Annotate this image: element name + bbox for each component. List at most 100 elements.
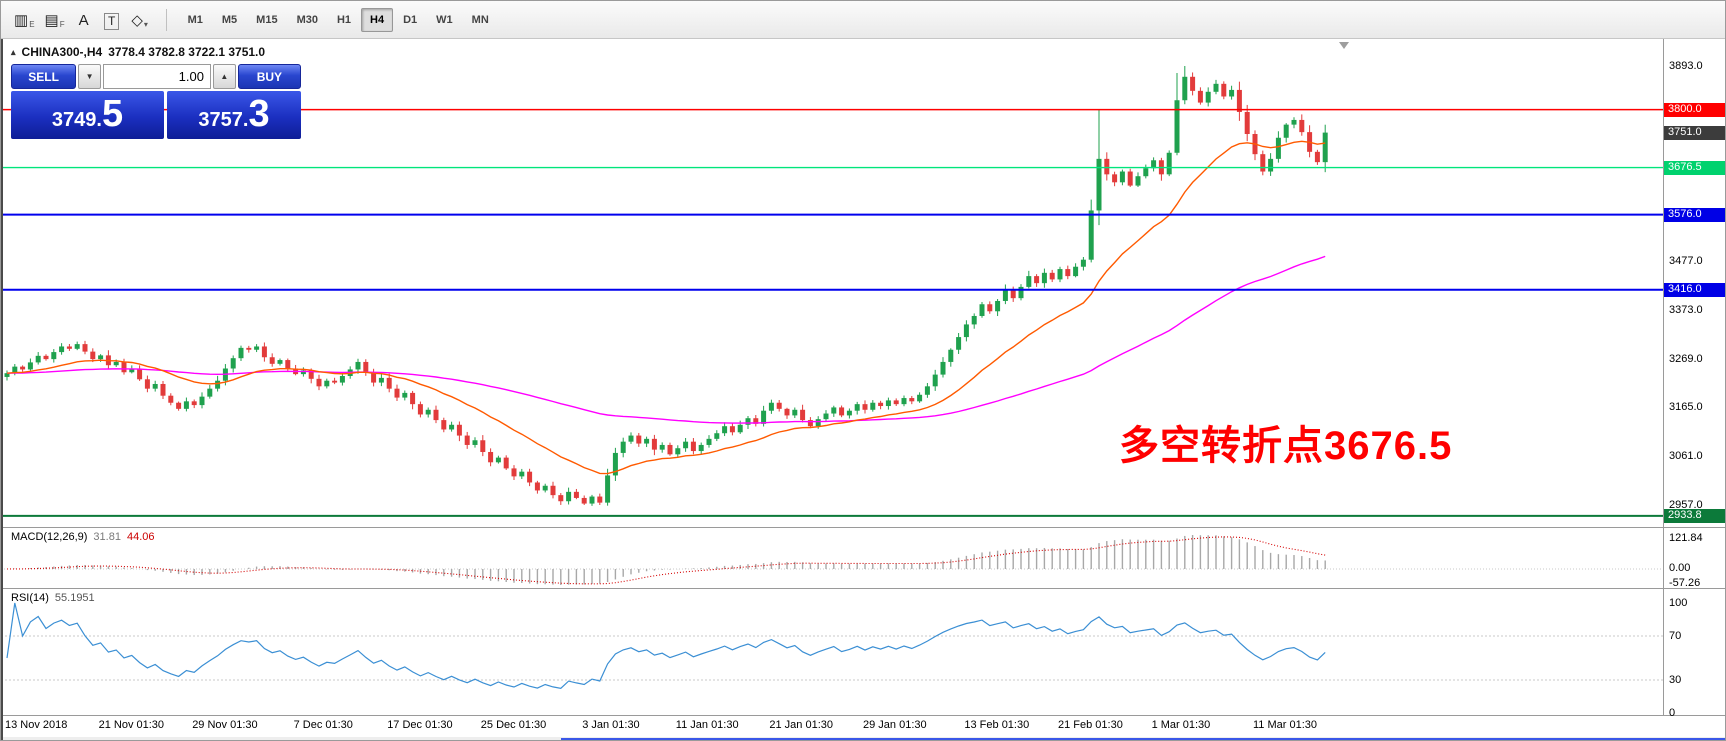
ma-slow-line — [6, 255, 1326, 424]
price-tick-3165.0: 3165.0 — [1669, 401, 1703, 414]
timeframe-button-h1[interactable]: H1 — [336, 13, 352, 26]
drawing-tools-icon-sub: ▾ — [143, 19, 148, 29]
timeframe-button-mn[interactable]: MN — [471, 13, 489, 26]
drawing-tools-icon-glyph: ◇ — [131, 11, 143, 29]
text-box-icon-glyph: T — [103, 12, 120, 30]
chart-type-icon-sub: E — [29, 19, 35, 29]
chevron-down-icon: ▼ — [85, 72, 94, 81]
chart-ohlc-values: 3778.4 3782.8 3722.1 3751.0 — [108, 45, 266, 59]
rsi-axis-1: 70 — [1669, 630, 1682, 642]
price-badge-2933.8: 2933.8 — [1664, 508, 1725, 523]
sell-button[interactable]: SELL — [11, 64, 77, 89]
time-label: 25 Dec 01:30 — [480, 719, 547, 731]
text-box-icon[interactable]: T — [98, 7, 126, 33]
chart-header: ▴ CHINA300-,H4 3778.4 3782.8 3722.1 3751… — [11, 45, 265, 59]
rsi-name: RSI(14) — [11, 592, 49, 604]
window-left-edge — [1, 39, 3, 740]
main-chart-canvas[interactable] — [1, 39, 1726, 528]
bid-price-big-digit: 5 — [101, 93, 124, 135]
macd-label: MACD(12,26,9) 31.81 44.06 — [11, 531, 154, 543]
price-badge-3751.0: 3751.0 — [1664, 125, 1725, 140]
time-label: 13 Nov 2018 — [5, 719, 68, 731]
price-tick-3373.0: 3373.0 — [1669, 303, 1703, 316]
time-label: 29 Nov 01:30 — [192, 719, 258, 731]
macd-histogram — [14, 535, 1326, 585]
rsi-label: RSI(14) 55.1951 — [11, 592, 95, 604]
time-label: 21 Jan 01:30 — [769, 719, 834, 731]
timeframe-button-m1[interactable]: M1 — [187, 13, 203, 26]
template-icon[interactable]: ▤ F — [40, 7, 70, 33]
macd-axis-2: -57.26 — [1669, 577, 1701, 589]
time-label: 29 Jan 01:30 — [863, 719, 927, 731]
template-icon-sub: F — [59, 19, 65, 29]
template-icon-glyph: ▤ — [44, 11, 59, 29]
timeframe-button-m30[interactable]: M30 — [296, 13, 318, 26]
rsi-axis-2: 30 — [1669, 674, 1682, 686]
macd-rsi-divider[interactable] — [1, 588, 1725, 589]
time-label: 17 Dec 01:30 — [387, 719, 453, 731]
time-label: 1 Mar 01:30 — [1151, 719, 1211, 731]
time-label: 13 Feb 01:30 — [964, 719, 1030, 731]
timeframe-button-w1[interactable]: W1 — [436, 13, 453, 26]
macd-signal-line — [6, 536, 1326, 585]
rsi-panel-canvas[interactable] — [1, 589, 1726, 715]
macd-signal-value: 44.06 — [126, 531, 155, 543]
timeframe-button-h4[interactable]: H4 — [361, 7, 394, 32]
chart-annotation-text: 多空转折点3676.5 — [1119, 424, 1453, 468]
timeframe-button-group: M1 M5 M15 M30 H1 H4 D1 W1 MN — [179, 7, 498, 32]
candles-layer — [4, 66, 1328, 506]
price-badge-3800.0: 3800.0 — [1664, 102, 1725, 117]
price-tick-3477.0: 3477.0 — [1669, 255, 1703, 268]
price-badge-3676.5: 3676.5 — [1664, 160, 1725, 175]
price-tick-2957.0: 2957.0 — [1669, 498, 1703, 511]
horizontal-scrollbar-thumb[interactable] — [561, 738, 1725, 740]
price-axis-divider — [1663, 39, 1664, 715]
chart-symbol-period: CHINA300-,H4 — [21, 45, 103, 59]
rsi-line — [6, 602, 1326, 689]
toolbar-icon-group: ▥ E ▤ F A T ◇ ▾ — [9, 7, 154, 33]
price-tick-3893.0: 3893.0 — [1669, 60, 1703, 72]
text-label-icon-glyph: A — [78, 11, 89, 29]
drawing-tools-icon[interactable]: ◇ ▾ — [126, 7, 154, 33]
price-badge-3576.0: 3576.0 — [1664, 207, 1725, 222]
price-tick-3269.0: 3269.0 — [1669, 352, 1703, 365]
buy-button[interactable]: BUY — [237, 64, 301, 89]
time-label: 21 Feb 01:30 — [1058, 719, 1123, 731]
volume-input[interactable] — [102, 64, 211, 89]
volume-increase-button[interactable]: ▲ — [212, 64, 236, 89]
ask-price-main: 3757. — [198, 109, 249, 131]
time-label: 11 Jan 01:30 — [675, 719, 739, 731]
macd-name: MACD(12,26,9) — [11, 531, 88, 543]
chart-type-icon[interactable]: ▥ E — [9, 7, 40, 33]
time-label: 11 Mar 01:30 — [1253, 719, 1318, 731]
time-label: 21 Nov 01:30 — [98, 719, 165, 731]
bid-price-main: 3749. — [51, 109, 102, 131]
volume-decrease-button[interactable]: ▼ — [78, 64, 101, 89]
chevron-up-icon: ▲ — [220, 72, 229, 81]
price-shift-marker-icon[interactable] — [1339, 42, 1349, 49]
price-tick-3061.0: 3061.0 — [1669, 450, 1703, 463]
timeframe-button-d1[interactable]: D1 — [403, 13, 418, 26]
price-badge-3416.0: 3416.0 — [1664, 282, 1725, 297]
chart-symbol-icon: ▴ — [11, 46, 16, 57]
rsi-value: 55.1951 — [54, 592, 95, 604]
time-label: 3 Jan 01:30 — [582, 719, 640, 731]
rsi-axis-3: 0 — [1669, 707, 1676, 719]
timeframe-button-m15[interactable]: M15 — [256, 13, 278, 26]
one-click-trade-panel: SELL ▼ ▲ BUY 3749.5 3757.3 — [11, 64, 301, 139]
macd-axis-1: 0.00 — [1669, 562, 1691, 574]
ask-price-big-digit: 3 — [248, 93, 270, 135]
macd-main-value: 31.81 — [93, 531, 121, 543]
toolbar-separator — [165, 8, 167, 31]
chart-type-icon-glyph: ▥ — [14, 11, 29, 29]
bid-price-display[interactable]: 3749. 5 — [11, 91, 164, 139]
main-macd-divider[interactable] — [1, 527, 1725, 528]
time-label: 7 Dec 01:30 — [293, 719, 353, 731]
timeframe-button-m5[interactable]: M5 — [221, 13, 238, 26]
text-label-icon[interactable]: A — [70, 7, 98, 33]
ask-price-display[interactable]: 3757. 3 — [167, 91, 301, 139]
toolbar: ▥ E ▤ F A T ◇ ▾ M1 M5 M15 M30 H1 H4 D1 W1 MN — [1, 1, 1725, 39]
rsi-timeaxis-divider — [1, 715, 1725, 716]
macd-panel-canvas[interactable] — [1, 528, 1726, 588]
